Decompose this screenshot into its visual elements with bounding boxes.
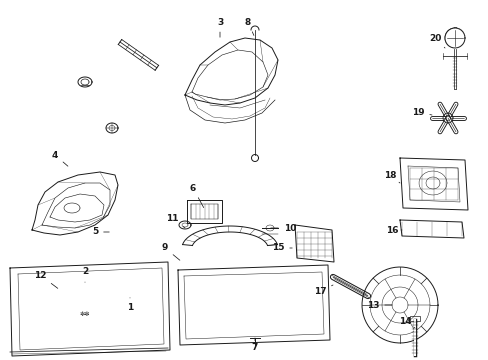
Text: 16: 16	[385, 225, 401, 234]
Text: 3: 3	[217, 18, 223, 37]
Text: 12: 12	[34, 270, 58, 288]
Text: 1: 1	[126, 298, 133, 312]
Bar	[409, 316, 419, 321]
Text: 19: 19	[411, 108, 431, 117]
Text: ✼✼: ✼✼	[80, 312, 90, 318]
Text: 4: 4	[52, 150, 68, 166]
Text: 18: 18	[383, 171, 399, 183]
Text: 15: 15	[271, 243, 292, 252]
Text: 20: 20	[428, 33, 444, 48]
Text: 14: 14	[398, 318, 414, 328]
Text: 9: 9	[162, 243, 180, 260]
Text: 13: 13	[366, 301, 391, 310]
Text: 6: 6	[189, 184, 203, 208]
Text: 10: 10	[270, 224, 296, 233]
Text: 17: 17	[313, 285, 332, 297]
Text: 2: 2	[81, 267, 88, 282]
Text: 11: 11	[165, 213, 184, 228]
Text: 8: 8	[244, 18, 253, 35]
Text: 5: 5	[92, 228, 109, 237]
Text: 7: 7	[251, 338, 258, 352]
